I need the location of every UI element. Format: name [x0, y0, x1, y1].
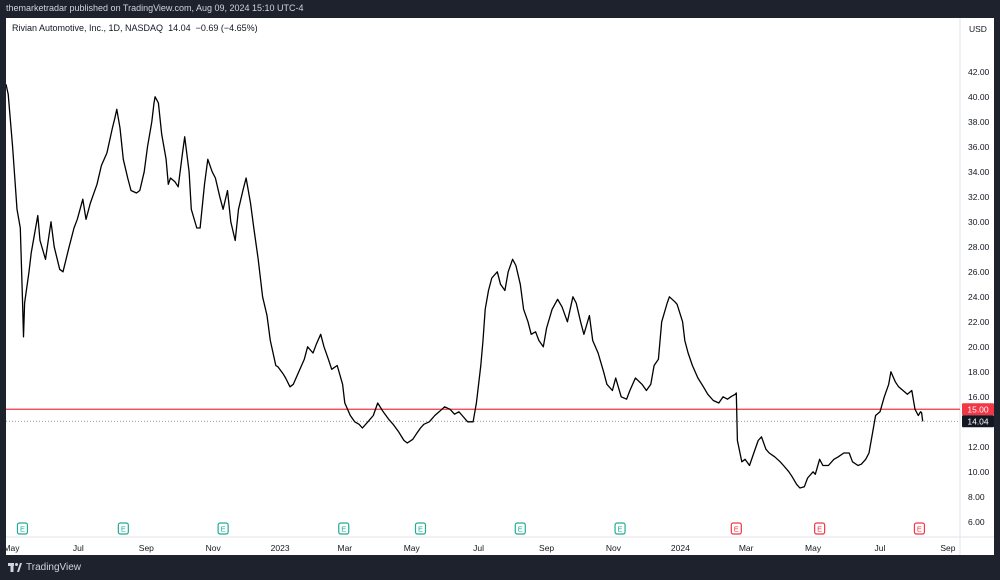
y-tick-label: 34.00	[968, 167, 990, 177]
earnings-marker[interactable]: E	[814, 522, 826, 535]
published-text: themarketradar published on TradingView.…	[6, 3, 304, 13]
x-tick-label: Jul	[875, 543, 886, 553]
earnings-marker[interactable]: E	[16, 522, 29, 535]
y-tick-label: 8.00	[968, 492, 985, 502]
y-tick-label: 22.00	[968, 317, 990, 327]
y-tick-label: 32.00	[968, 192, 990, 202]
currency-label: USD	[969, 24, 987, 34]
earnings-marker-label: E	[221, 525, 226, 534]
y-tick-label: 20.00	[968, 342, 990, 352]
earnings-marker[interactable]: E	[614, 522, 626, 535]
x-tick-label: Nov	[606, 543, 622, 553]
price-line-series	[6, 84, 924, 489]
y-tick-label: 28.00	[968, 242, 990, 252]
bottom-bar: TradingView	[0, 555, 1000, 580]
earnings-marker-label: E	[121, 525, 126, 534]
x-tick-label: Jul	[73, 543, 84, 553]
x-tick-label: May	[805, 543, 822, 553]
horizontal-level-label: 15.00	[967, 404, 989, 414]
y-tick-label: 16.00	[968, 392, 990, 402]
chart-frame: USD 42.00 40.00 38.00 36.00 34.00 32.00 30.00 28…	[6, 18, 994, 555]
tradingview-logo-icon	[8, 563, 22, 572]
earnings-marker-label: E	[20, 525, 25, 534]
earnings-marker-label: E	[418, 525, 423, 534]
legend-last: 14.04	[168, 23, 191, 33]
earnings-marker-label: E	[817, 525, 822, 534]
earnings-marker[interactable]: E	[338, 522, 350, 535]
y-tick-label: 6.00	[968, 517, 985, 527]
y-tick-label: 30.00	[968, 217, 990, 227]
y-tick-label: 18.00	[968, 367, 990, 377]
x-tick-label: 2024	[671, 543, 690, 553]
y-tick-label: 36.00	[968, 142, 990, 152]
y-tick-label: 42.00	[968, 67, 990, 77]
x-tick-label: Nov	[206, 543, 222, 553]
earnings-marker[interactable]: E	[217, 522, 229, 535]
x-tick-label: Mar	[739, 543, 754, 553]
x-tick-label: 2023	[271, 543, 290, 553]
x-tick-label: Sep	[539, 543, 554, 553]
x-tick-label: May	[6, 543, 20, 553]
y-tick-label: 24.00	[968, 292, 990, 302]
earnings-marker[interactable]: E	[730, 522, 742, 535]
price-chart[interactable]: USD 42.00 40.00 38.00 36.00 34.00 32.00 30.00 28…	[6, 18, 994, 555]
last-price-label: 14.04	[967, 416, 989, 426]
tradingview-brand: TradingView	[26, 562, 82, 573]
legend-symbol: Rivian Automotive, Inc., 1D, NASDAQ	[12, 23, 164, 33]
horizontal-level-tag	[962, 403, 994, 416]
earnings-marker-label: E	[917, 525, 922, 534]
earnings-marker[interactable]: E	[514, 522, 526, 535]
x-tick-label: Sep	[940, 543, 955, 553]
y-tick-label: 10.00	[968, 467, 990, 477]
earnings-marker[interactable]: E	[913, 522, 926, 535]
x-tick-label: May	[404, 543, 421, 553]
x-tick-label: Jul	[473, 543, 484, 553]
chart-legend: Rivian Automotive, Inc., 1D, NASDAQ 14.0…	[12, 23, 258, 33]
y-tick-label: 38.00	[968, 117, 990, 127]
plot-background	[6, 18, 994, 555]
x-tick-label: Sep	[139, 543, 154, 553]
earnings-marker[interactable]: E	[117, 522, 129, 535]
legend-change: −0.69 (−4.65%)	[195, 23, 258, 33]
earnings-marker-label: E	[734, 525, 739, 534]
x-tick-label: Mar	[338, 543, 353, 553]
y-tick-label: 26.00	[968, 267, 990, 277]
earnings-marker[interactable]: E	[414, 522, 427, 535]
last-price-tag	[962, 415, 994, 428]
earnings-marker-label: E	[518, 525, 523, 534]
earnings-marker-label: E	[618, 525, 623, 534]
y-tick-label: 12.00	[968, 442, 990, 452]
earnings-marker-label: E	[341, 525, 346, 534]
top-bar: themarketradar published on TradingView.…	[0, 0, 1000, 18]
y-tick-label: 40.00	[968, 92, 990, 102]
